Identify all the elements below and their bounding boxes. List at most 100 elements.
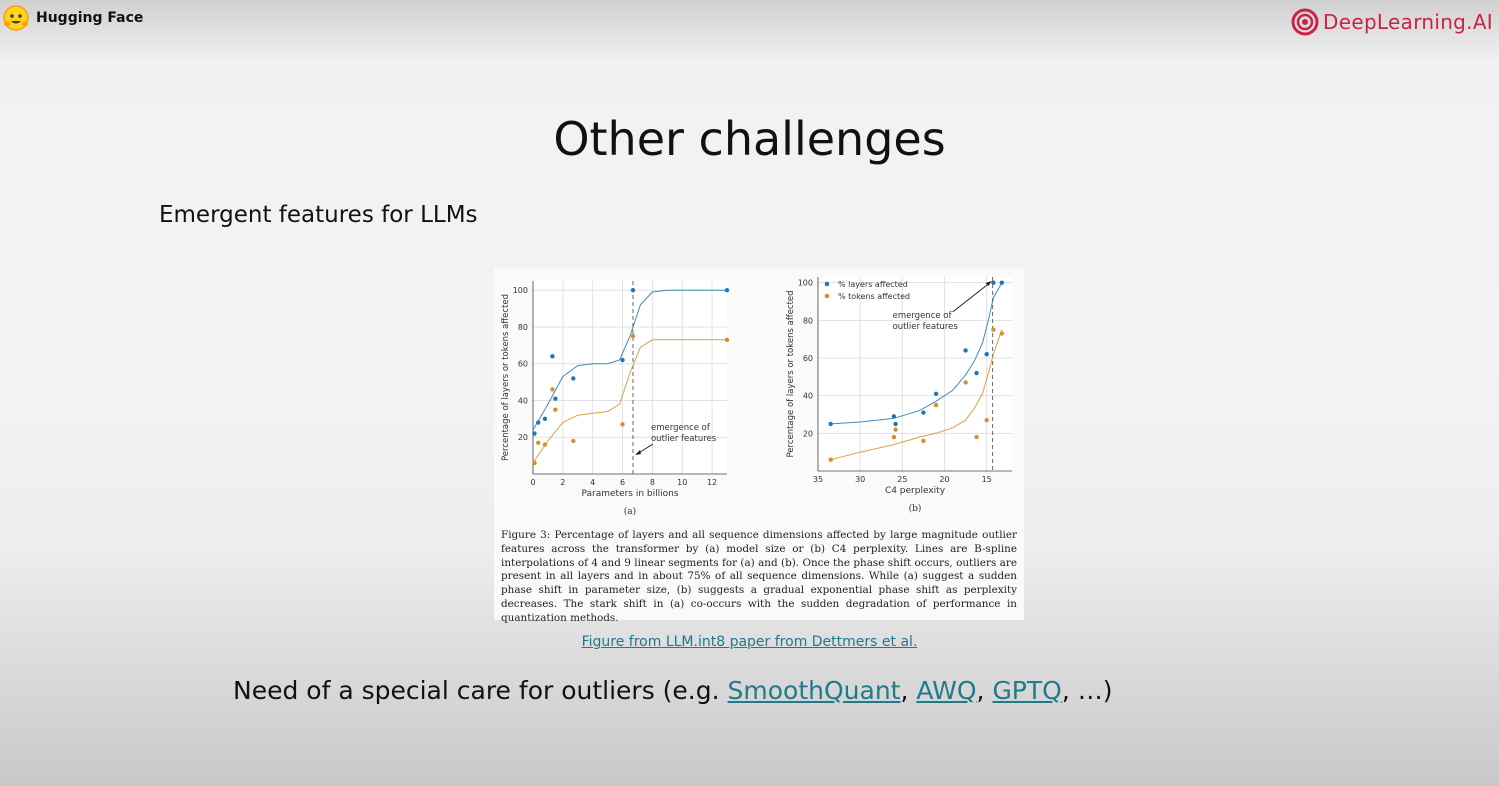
data-point [550,354,555,359]
figure-panel: 20 40 60 80 100 0 2 4 6 8 10 12 Parameters in billio… [494,268,1024,624]
data-point [553,407,558,412]
data-point [921,410,926,415]
annotation-arrowhead [985,281,992,286]
data-point [620,422,625,427]
x-axis-label: Parameters in billions [581,489,678,499]
data-point [999,280,1005,285]
series-curve [830,329,1003,461]
series-curve [532,289,727,431]
data-point [974,370,979,376]
x-tick-label: 25 [897,475,907,484]
y-axis-label: Percentage of layers or tokens affected [786,290,796,457]
data-point [891,434,897,440]
awq-link[interactable]: AWQ [916,676,977,705]
panel-label: (a) [624,506,636,517]
series-curve [532,339,727,464]
panel-label: (b) [909,503,922,514]
figure-caption: Figure 3: Percentage of layers and all s… [501,529,1017,624]
x-tick-label: 30 [855,475,865,484]
data-point [933,391,939,396]
legend-label: % layers affected [838,280,908,289]
annotation-text: emergence of [893,311,953,321]
x-tick-label: 10 [677,478,687,487]
data-point [532,460,537,466]
data-point [536,440,541,445]
data-point [532,431,537,436]
data-point [571,438,576,444]
annotation-text: outlier features [651,434,717,444]
annotation-arrowhead [634,450,641,455]
data-point [620,357,625,363]
data-point [984,417,989,423]
data-point [542,442,548,447]
y-tick-label: 100 [798,279,813,288]
data-point [536,420,541,425]
figure-source-link[interactable]: Figure from LLM.int8 paper from Dettmers… [581,634,918,650]
x-tick-label: 20 [939,475,949,484]
y-tick-label: 60 [803,354,813,363]
y-tick-label: 100 [513,286,528,295]
data-point [542,416,548,422]
y-tick-label: 20 [518,433,528,442]
deeplearning-ai-name: DeepLearning.AI [1323,10,1493,34]
legend-marker [824,293,830,299]
data-point [571,376,576,381]
x-tick-label: 8 [650,478,655,487]
data-point [724,287,730,293]
y-tick-label: 40 [518,396,528,405]
data-point [974,434,979,440]
y-tick-label: 60 [518,360,528,369]
x-tick-label: 2 [560,478,565,487]
outlier-care-suffix: , …) [1061,676,1113,705]
hugging-face-brand: Hugging Face [2,4,143,32]
y-tick-label: 80 [518,323,528,332]
data-point [999,331,1005,336]
chart-a [532,281,730,475]
x-tick-label: 35 [813,475,823,484]
x-tick-label: 0 [530,478,535,487]
data-point [630,287,636,293]
plot-area [818,277,1012,471]
figure-charts: 20 40 60 80 100 0 2 4 6 8 10 12 Parameters in billio… [501,277,1012,517]
x-tick-label: 15 [982,475,992,484]
data-point [828,457,833,462]
smoothquant-link[interactable]: SmoothQuant [727,676,901,705]
slide-subtitle: Emergent features for LLMs [159,202,478,228]
separator: , [900,676,917,705]
deeplearning-ai-logo-icon [1291,8,1319,36]
x-axis-label: C4 perplexity [885,486,946,496]
data-point [963,380,968,385]
separator: , [976,676,993,705]
y-axis-label: Percentage of layers or tokens affected [501,294,511,461]
data-point [921,438,926,444]
x-tick-label: 12 [707,478,717,487]
data-point [550,387,555,392]
hugging-face-name: Hugging Face [36,10,144,26]
data-point [724,337,730,343]
annotation-text: outlier features [893,322,959,332]
y-tick-label: 80 [803,316,813,325]
annotation-text: emergence of [651,423,711,433]
outlier-care-prefix: Need of a special care for outliers (e.g… [233,676,728,705]
legend-label: % tokens affected [838,292,910,301]
gptq-link[interactable]: GPTQ [992,676,1062,705]
series-curve [830,282,1003,425]
legend-marker [824,281,830,287]
data-point [933,402,939,408]
x-tick-label: 6 [620,478,625,487]
data-point [991,327,996,332]
data-point [553,396,558,401]
x-tick-label: 4 [590,478,595,487]
data-point [893,427,898,432]
outlier-care-text: Need of a special care for outliers (e.g… [233,676,1113,705]
y-tick-label: 20 [803,429,813,438]
data-point [984,352,989,357]
data-point [828,421,833,427]
data-point [963,348,968,353]
chart-b [817,277,1012,472]
deeplearning-ai-brand: DeepLearning.AI [1291,8,1493,36]
data-point [630,333,636,339]
data-point [991,280,996,285]
data-point [893,421,898,427]
slide-title: Other challenges [553,112,946,166]
